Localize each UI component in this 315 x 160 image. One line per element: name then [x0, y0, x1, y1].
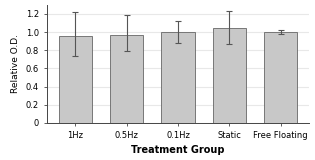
X-axis label: Treatment Group: Treatment Group	[131, 145, 225, 155]
Bar	[59, 36, 92, 123]
Bar	[110, 35, 143, 123]
Bar	[213, 28, 246, 123]
Bar	[161, 32, 195, 123]
Bar	[264, 32, 297, 123]
Y-axis label: Relative O.D.: Relative O.D.	[11, 34, 20, 93]
